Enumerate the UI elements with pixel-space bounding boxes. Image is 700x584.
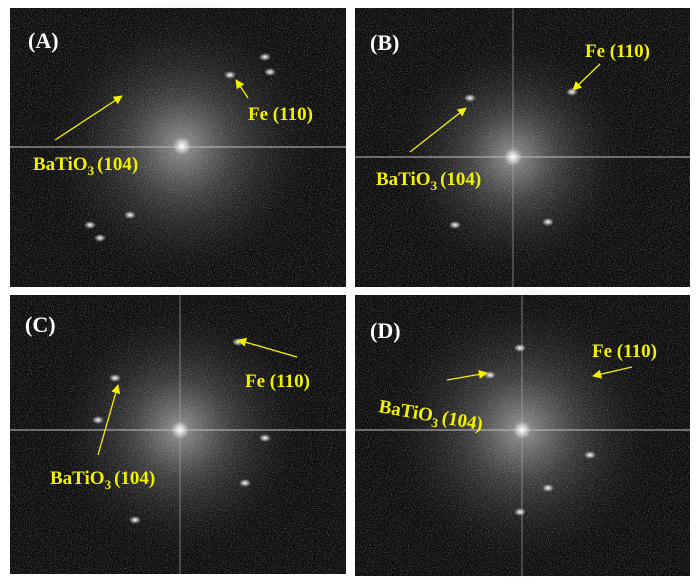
- batio3-arrow: [409, 107, 467, 153]
- diffraction-spot: [224, 71, 236, 79]
- subscript: 3: [431, 178, 438, 193]
- diffraction-spot: [94, 234, 106, 242]
- batio3-label: BaTiO3(104): [33, 154, 138, 178]
- diffraction-spot: [84, 221, 96, 229]
- fe-arrow: [237, 337, 298, 358]
- plane-index: (104): [440, 169, 481, 190]
- panel: (B) Fe (110) BaTiO3 (104): [355, 8, 690, 287]
- fe-label: Fe (110): [245, 371, 310, 392]
- panel: (C) Fe (110) BaTiO3 (104): [10, 290, 346, 574]
- formula: BaTiO: [50, 468, 105, 489]
- center-spot: [504, 148, 522, 166]
- diffraction-spot: [449, 221, 461, 229]
- diffraction-spot: [542, 484, 554, 492]
- diffraction-spot: [259, 53, 271, 61]
- diffraction-spot: [514, 508, 526, 516]
- diffraction-spot: [124, 211, 136, 219]
- batio3-arrow: [97, 384, 121, 456]
- fe-arrow: [572, 63, 601, 91]
- center-spot: [173, 137, 191, 155]
- plane-index: (104): [114, 468, 155, 489]
- plane-index: (104): [97, 154, 138, 175]
- fe-label: Fe (110): [248, 104, 313, 125]
- diffraction-spot: [264, 68, 276, 76]
- diffraction-spot: [566, 88, 578, 96]
- diffraction-spot: [232, 338, 244, 346]
- diffraction-spot: [584, 451, 596, 459]
- diffraction-spot: [259, 434, 271, 442]
- formula: BaTiO: [33, 154, 88, 175]
- center-spot: [513, 421, 531, 439]
- panel-label: (C): [25, 312, 56, 337]
- batio3-arrow: [54, 95, 123, 141]
- subscript: 3: [105, 477, 112, 492]
- fe-label: Fe (110): [592, 341, 657, 362]
- panel-label: (B): [370, 30, 399, 55]
- fe-label: Fe (110): [585, 41, 650, 62]
- diffraction-spot: [92, 416, 104, 424]
- diffraction-spot: [484, 371, 496, 379]
- panel: (D)Fe (110)BaTiO3(104): [355, 280, 690, 580]
- batio3-arrow: [446, 369, 488, 381]
- panel-label: (A): [28, 28, 59, 53]
- diffraction-spot: [109, 374, 121, 382]
- diffraction-spot: [239, 479, 251, 487]
- formula: BaTiO: [376, 169, 431, 190]
- diffraction-spot: [514, 344, 526, 352]
- batio3-label: BaTiO3(104): [50, 468, 155, 492]
- batio3-label: BaTiO3(104): [376, 169, 481, 193]
- fe-arrow: [235, 79, 249, 99]
- diffraction-spot: [129, 516, 141, 524]
- panel: (A) Fe (110) BaTiO3 (104): [10, 0, 346, 296]
- center-spot: [171, 421, 189, 439]
- subscript: 3: [88, 163, 95, 178]
- subscript: 3: [430, 415, 439, 431]
- fe-arrow: [592, 366, 633, 379]
- diffraction-spot: [464, 94, 476, 102]
- panel-label: (D): [370, 318, 401, 343]
- diffraction-spot: [542, 218, 554, 226]
